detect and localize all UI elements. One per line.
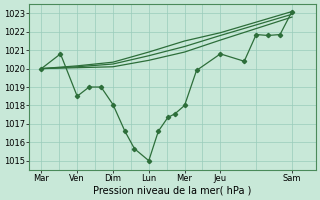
X-axis label: Pression niveau de la mer( hPa ): Pression niveau de la mer( hPa ) — [93, 186, 252, 196]
